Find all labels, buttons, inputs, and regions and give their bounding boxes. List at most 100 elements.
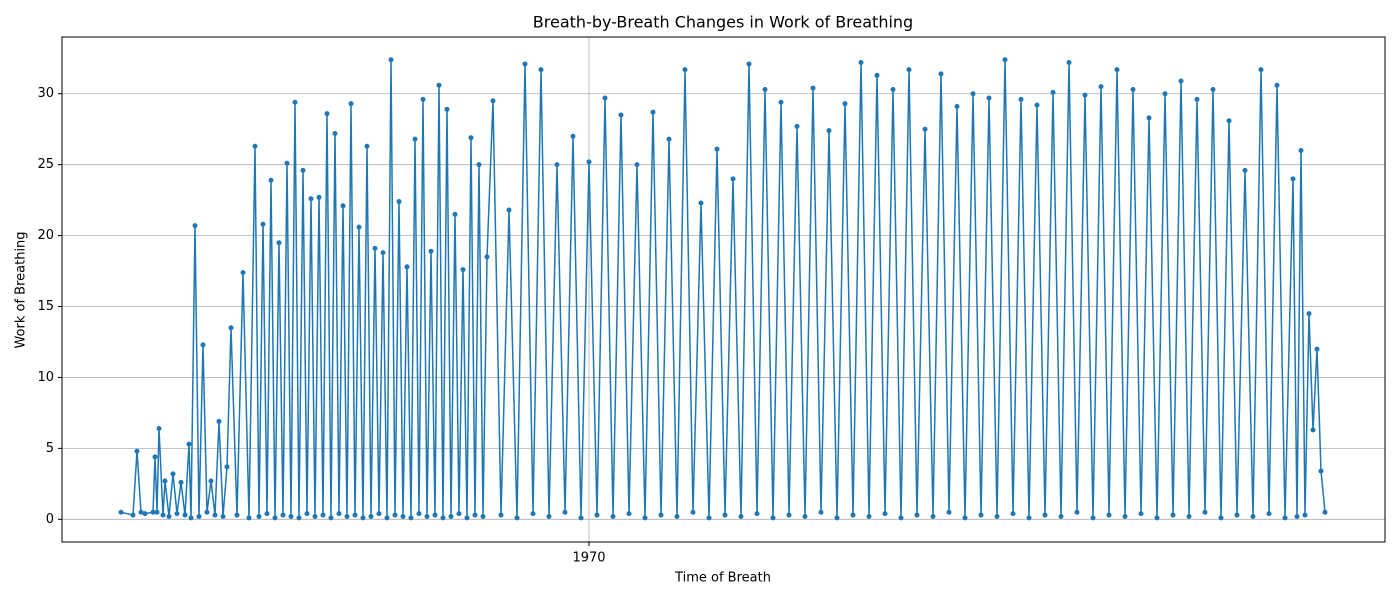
data-point [328,515,334,521]
data-point [1322,509,1328,515]
data-point [1026,515,1032,521]
plot-area: 0 5 10 15 20 25 30 1970 [37,37,1385,566]
data-point [392,512,398,518]
data-point [722,512,728,518]
data-point [246,515,252,521]
data-point [818,509,824,515]
data-point [348,101,354,107]
data-point [464,515,470,521]
data-point [484,254,490,260]
data-point [1314,346,1320,352]
data-point [610,513,616,519]
data-point [1250,513,1256,519]
data-point [166,513,172,519]
y-tick-label: 30 [37,86,54,101]
data-point [986,95,992,101]
data-point [1310,427,1316,433]
data-point [802,513,808,519]
data-point [292,99,298,105]
data-point [754,511,760,517]
data-point [914,512,920,518]
data-point [882,511,888,517]
y-tick-label: 20 [37,228,54,243]
data-point [866,513,872,519]
data-point [380,250,386,256]
y-tick-label: 15 [37,299,54,314]
data-point [1282,515,1288,521]
data-point [842,101,848,107]
data-point [212,512,218,518]
data-point [1082,92,1088,98]
data-point [288,513,294,519]
data-point [340,203,346,209]
data-point [658,512,664,518]
data-point [1042,512,1048,518]
data-point [1098,84,1104,90]
data-point [1242,167,1248,173]
data-point [170,471,176,477]
data-point [994,513,1000,519]
data-point [1146,115,1152,121]
data-point [188,515,194,521]
data-point [570,133,576,139]
data-point [946,509,952,515]
data-point [436,82,442,88]
data-point [384,515,390,521]
data-point [1058,513,1064,519]
data-point [456,511,462,517]
data-point [320,512,326,518]
data-point [452,211,458,217]
data-point [1178,78,1184,84]
data-point [352,512,358,518]
data-point [118,509,124,515]
data-point [490,98,496,104]
data-point [1066,60,1072,66]
data-point [706,515,712,521]
data-point [618,112,624,118]
data-point [898,515,904,521]
data-point [770,515,776,521]
data-point [562,509,568,515]
data-point [428,248,434,254]
data-point [546,513,552,519]
data-point [826,128,832,134]
data-point [714,146,720,152]
data-point [154,509,160,515]
data-point [810,85,816,91]
data-point [388,57,394,63]
data-point [1002,57,1008,63]
data-point [444,106,450,112]
data-point [192,223,198,229]
data-point [332,130,338,136]
data-point [1074,509,1080,515]
data-point [260,221,266,227]
data-point [300,167,306,173]
data-point [376,511,382,517]
data-point [296,515,302,521]
data-point [1090,515,1096,521]
data-point [178,479,184,485]
data-point [1294,513,1300,519]
data-point [400,513,406,519]
data-point [1114,67,1120,73]
data-point [834,515,840,521]
data-point [922,126,928,132]
data-point [642,515,648,521]
data-point [204,509,210,515]
data-point [408,515,414,521]
data-point [216,418,222,424]
data-point [1018,96,1024,102]
y-tick-label: 0 [46,512,54,527]
data-point [602,95,608,101]
data-point [448,513,454,519]
data-point [468,135,474,141]
data-point [786,512,792,518]
data-point [626,511,632,517]
x-tick-label: 1970 [572,551,605,566]
y-tick-label: 5 [46,441,54,456]
data-point [794,123,800,129]
data-point [1170,512,1176,518]
data-point [514,515,520,521]
data-point [978,512,984,518]
